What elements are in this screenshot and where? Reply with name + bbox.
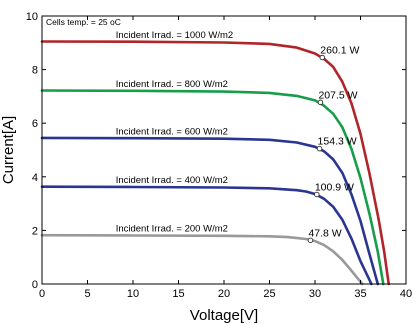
mpp-label-0: 260.1 W [320, 45, 359, 57]
mpp-marker-1 [317, 99, 324, 106]
y-tick-label-2: 4 [32, 172, 38, 184]
x-tick-label-7: 35 [354, 288, 366, 300]
x-tick-label-0: 0 [39, 288, 45, 300]
x-tick-label-8: 40 [400, 288, 412, 300]
x-tick-label-5: 25 [263, 288, 275, 300]
mpp-label-3: 100.9 W [315, 181, 354, 193]
series-label-0: Incident Irrad. = 1000 W/m2 [116, 30, 233, 41]
y-tick-label-3: 6 [32, 118, 38, 130]
curves-layer [40, 40, 390, 286]
ticks-layer: 0 5 10 15 20 25 30 35 40 0 2 4 6 8 10 [26, 11, 412, 300]
plot-frame [41, 15, 407, 285]
series-label-4: Incident Irrad. = 200 W/m2 [116, 224, 228, 235]
series-label-1: Incident Irrad. = 800 W/m2 [116, 79, 228, 90]
x-tick-label-3: 15 [172, 288, 184, 300]
mpp-marker-0 [319, 54, 326, 61]
x-tick-label-1: 5 [84, 288, 90, 300]
y-tick-label-4: 8 [32, 65, 38, 77]
cell-temperature-note: Cells temp. = 25 oC [46, 17, 121, 27]
x-tick-label-6: 30 [309, 288, 321, 300]
y-tick-label-0: 0 [32, 279, 38, 291]
y-tick-label-1: 2 [32, 225, 38, 237]
series-line-4 [40, 233, 364, 286]
series-line-1 [40, 89, 385, 286]
x-axis-title: Voltage[V] [190, 307, 258, 324]
mpp-label-2: 154.3 W [318, 136, 357, 148]
mpp-label-1: 207.5 W [318, 89, 357, 101]
mpp-marker-4 [307, 237, 314, 244]
x-tick-label-4: 20 [218, 288, 230, 300]
y-axis-title: Current[A] [0, 116, 17, 184]
series-label-2: Incident Irrad. = 600 W/m2 [116, 126, 228, 137]
mpp-label-4: 47.8 W [308, 227, 341, 239]
mpp-marker-2 [316, 145, 323, 152]
series-line-2 [40, 136, 380, 286]
series-label-3: Incident Irrad. = 400 W/m2 [116, 175, 228, 186]
x-tick-label-2: 10 [127, 288, 139, 300]
mpp-marker-3 [314, 191, 320, 198]
y-tick-label-5: 10 [26, 11, 38, 23]
series-line-0 [40, 40, 390, 286]
labels-layer: 260.1 W Incident Irrad. = 1000 W/m2 207.5 … [116, 30, 359, 244]
